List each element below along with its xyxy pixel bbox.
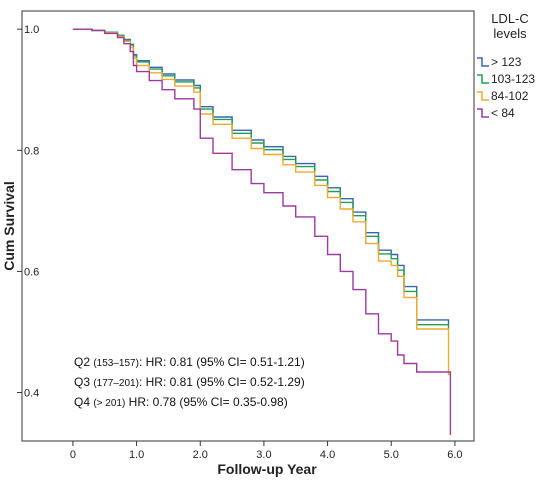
legend-label: 84-102	[491, 89, 529, 103]
legend-swatch	[477, 74, 489, 84]
legend-swatch	[477, 91, 489, 101]
hazard-ratio-annotations: Q2 (153–157): HR: 0.81 (95% CI= 0.51-1.2…	[74, 355, 305, 409]
annotation-line: Q3 (177–201): HR: 0.81 (95% CI= 0.52-1.2…	[74, 375, 305, 389]
legend-title-line-2: levels	[493, 26, 527, 41]
x-tick-label: 6.0	[447, 449, 462, 461]
x-tick-label: 4.0	[320, 449, 335, 461]
x-axis-title: Follow-up Year	[217, 461, 317, 477]
legend-swatch	[477, 108, 489, 118]
legend-label: 103-123	[491, 72, 535, 86]
y-tick-label: 0.8	[24, 145, 39, 157]
series-lines	[72, 28, 452, 435]
series-line	[72, 28, 452, 435]
legend: LDL-C levels > 123 103-123 84-102 < 84	[477, 11, 535, 120]
x-tick-label: 5.0	[384, 449, 399, 461]
y-axis-title: Cum Survival	[1, 181, 17, 270]
legend-title-line-1: LDL-C	[491, 11, 529, 26]
legend-swatch	[477, 57, 489, 67]
x-tick-label: 0	[70, 449, 76, 461]
y-tick-label: 1.0	[24, 24, 39, 36]
y-tick-label: 0.4	[24, 388, 39, 400]
annotation-line: Q4 (> 201) HR: 0.78 (95% CI= 0.35-0.98)	[74, 395, 288, 409]
y-tick-label: 0.6	[24, 266, 39, 278]
x-tick-label: 3.0	[256, 449, 271, 461]
plot-area	[21, 10, 475, 442]
x-tick-label: 2.0	[193, 449, 208, 461]
legend-label: > 123	[491, 55, 522, 69]
legend-label: < 84	[491, 106, 515, 120]
axis-ticks: 0 1.0 2.0 3.0 4.0 5.0 6.0 0.4 0.6 0.8 1.0	[17, 24, 463, 461]
x-tick-label: 1.0	[129, 449, 144, 461]
annotation-line: Q2 (153–157): HR: 0.81 (95% CI= 0.51-1.2…	[74, 355, 305, 369]
